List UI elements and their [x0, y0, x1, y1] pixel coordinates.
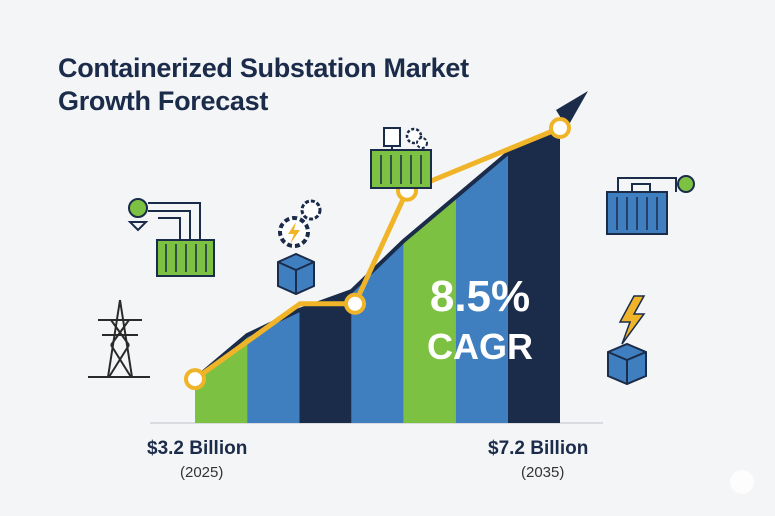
line-point [184, 368, 206, 391]
gear-bolt-box-icon [277, 199, 322, 296]
end-year: (2035) [521, 464, 565, 481]
bars-group [193, 126, 561, 423]
container-substation-blue-icon [606, 175, 695, 235]
title-line-2: Growth Forecast [58, 86, 269, 116]
chart-title: Containerized Substation Market Growth F… [58, 52, 469, 118]
bar-segment [507, 128, 560, 423]
bar-segment [299, 291, 352, 423]
container-substation-icon [127, 198, 215, 277]
bar-segment [247, 310, 300, 423]
end-value: $7.2 Billion [488, 438, 589, 459]
cagr-value: 8.5% [429, 272, 531, 321]
watermark-icon [730, 470, 754, 494]
area-top-edge [193, 126, 561, 381]
cagr-label: CAGR [427, 326, 533, 367]
title-line-1: Containerized Substation Market [58, 53, 469, 83]
start-year: (2025) [180, 464, 224, 481]
line-point [344, 292, 366, 315]
line-point [549, 117, 571, 139]
lightning-box-icon [607, 295, 647, 386]
bar-segment [403, 197, 456, 423]
start-value: $3.2 Billion [147, 438, 248, 459]
transmission-tower-icon [88, 299, 150, 378]
bar-segment [455, 153, 508, 423]
bar-segment [195, 335, 248, 423]
container-substation-gears-icon [370, 127, 432, 189]
